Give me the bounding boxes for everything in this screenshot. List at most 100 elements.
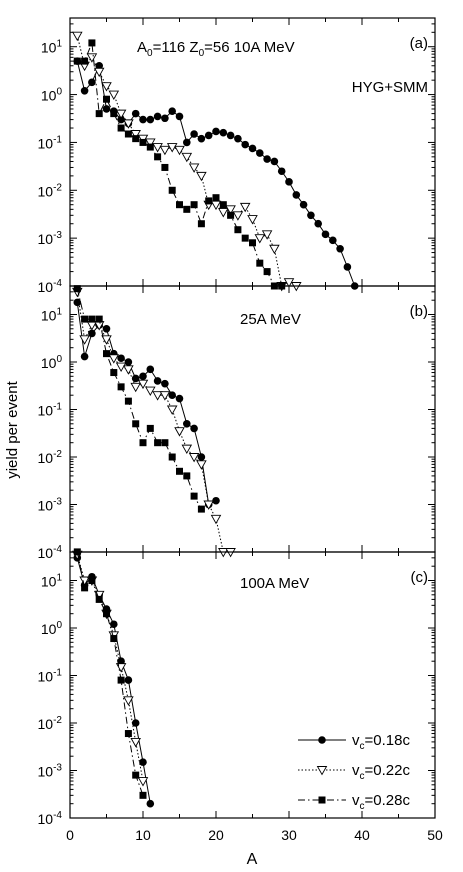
data-point — [261, 230, 273, 240]
data-point — [285, 178, 293, 186]
data-point — [314, 219, 323, 228]
panel-a-annotation: HYG+SMM — [352, 79, 428, 96]
data-point — [110, 369, 118, 377]
data-point — [108, 90, 120, 100]
y-tick-label: 10-3 — [38, 763, 63, 780]
data-point — [124, 358, 133, 366]
data-point — [283, 278, 295, 288]
y-tick-label: 10-4 — [38, 544, 63, 561]
data-point — [176, 201, 183, 209]
data-point — [146, 424, 154, 432]
data-point — [212, 194, 220, 202]
y-tick-label: 10-4 — [38, 810, 63, 827]
data-point — [212, 496, 220, 505]
data-point — [124, 730, 132, 738]
panel-a: 10-4 10-3 10-2 10-1 100 101 (a) — [38, 17, 436, 295]
data-point — [219, 128, 228, 137]
data-point — [159, 145, 171, 156]
data-point — [139, 439, 147, 447]
data-point — [73, 298, 82, 307]
data-point — [115, 109, 127, 120]
y-tick-label: 100 — [41, 620, 63, 637]
x-tick-label: 10 — [135, 827, 151, 843]
panel-c: 10-4 10-3 10-2 10-1 100 101 (c) — [38, 548, 436, 827]
legend-marker — [316, 766, 328, 776]
series-circle — [73, 57, 359, 290]
data-point — [110, 110, 118, 118]
data-point — [168, 186, 176, 194]
data-point — [197, 134, 206, 143]
data-point — [190, 492, 198, 500]
y-axis-label: yield per event — [4, 380, 21, 478]
data-point — [176, 467, 183, 475]
data-point — [80, 352, 89, 361]
data-point — [152, 391, 163, 401]
data-point — [95, 595, 103, 603]
y-tick-label: 10-3 — [38, 230, 63, 247]
data-point — [103, 350, 110, 358]
data-point — [197, 220, 205, 228]
data-point — [161, 379, 169, 388]
data-point — [101, 82, 112, 92]
series-line — [76, 291, 231, 553]
data-point — [146, 115, 155, 124]
panel-c-annotation: 100A MeV — [240, 575, 309, 592]
data-point — [146, 799, 155, 808]
data-point — [110, 620, 118, 629]
data-point — [292, 191, 301, 199]
data-point — [88, 329, 96, 338]
data-point — [241, 234, 249, 242]
data-point — [168, 453, 176, 461]
data-point — [110, 635, 118, 643]
data-point — [95, 315, 103, 323]
data-point — [88, 315, 96, 323]
data-point — [73, 548, 81, 556]
data-point — [154, 439, 162, 447]
legend-label: vc=0.18c — [352, 732, 410, 752]
data-point — [183, 419, 191, 428]
data-point — [146, 143, 154, 151]
data-point — [197, 505, 205, 513]
data-point — [263, 155, 271, 163]
data-point — [86, 53, 98, 63]
data-point — [152, 143, 163, 153]
data-point — [241, 140, 249, 149]
data-point — [145, 138, 156, 148]
data-point — [72, 31, 83, 42]
series-square — [73, 39, 286, 290]
x-tick-label: 50 — [427, 827, 443, 843]
data-point — [203, 500, 214, 510]
data-point — [137, 777, 149, 787]
y-tick-label: 101 — [41, 39, 63, 56]
data-point — [248, 144, 257, 153]
series-line — [76, 557, 151, 804]
data-point — [131, 374, 140, 383]
data-point — [124, 676, 133, 684]
data-point — [210, 514, 222, 525]
data-point — [183, 138, 191, 147]
data-point — [117, 354, 125, 363]
data-point — [79, 576, 90, 586]
data-point — [93, 67, 105, 78]
data-point — [307, 211, 315, 220]
y-tick-label: 10-2 — [38, 182, 63, 199]
data-point — [188, 453, 200, 463]
data-point — [153, 377, 162, 385]
data-point — [204, 131, 213, 140]
data-point — [299, 200, 308, 209]
panel-b: 10-4 10-3 10-2 10-1 100 101 (b) — [38, 285, 436, 561]
data-point — [103, 610, 110, 618]
legend-label: vc=0.28c — [352, 792, 410, 812]
data-point — [124, 397, 132, 405]
data-point — [190, 130, 198, 138]
data-point — [225, 205, 236, 215]
data-point — [190, 424, 198, 433]
data-point — [73, 285, 81, 293]
data-point — [254, 234, 266, 244]
data-point — [137, 379, 149, 390]
data-point — [255, 149, 264, 157]
y-tick-label: 10-2 — [38, 449, 63, 466]
data-point — [115, 362, 127, 373]
data-point — [168, 107, 176, 115]
data-point — [117, 124, 125, 132]
